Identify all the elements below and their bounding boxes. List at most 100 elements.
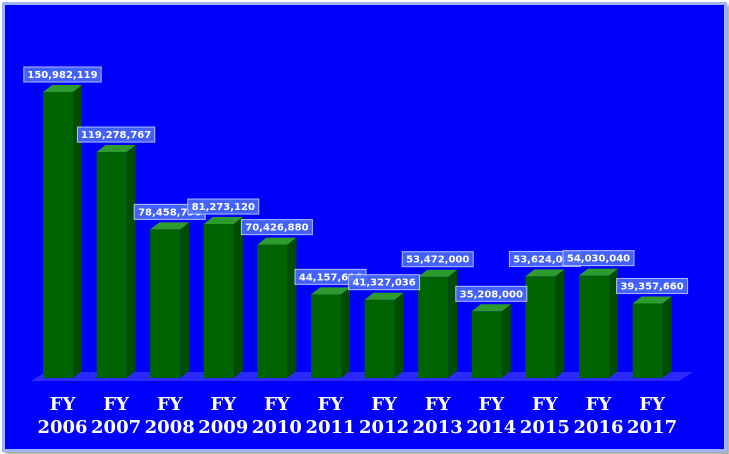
category-label-line1: FY [639, 394, 666, 415]
category-label-line1: FY [532, 394, 559, 415]
category-label-line1: FY [50, 394, 77, 415]
bar-front [257, 244, 288, 378]
bar-side [180, 222, 190, 378]
bar-top [418, 269, 458, 277]
data-label: 35,208,000 [455, 285, 528, 302]
bar-side [448, 269, 458, 378]
category-label-line2: 2016 [573, 417, 623, 438]
bar-front [579, 275, 609, 378]
bar [96, 145, 136, 378]
category-label-line1: FY [264, 394, 291, 415]
category-label: FY 2006 [37, 394, 87, 438]
category-label-line2: 2006 [37, 417, 87, 438]
data-label-box [401, 251, 474, 268]
category-label: FY 2016 [573, 394, 623, 438]
bar-chart: 150,982,119 119,278,767 78,458,79681,273,1… [23, 66, 693, 438]
category-label-line2: 2014 [466, 417, 516, 438]
bars [43, 85, 672, 378]
data-label-box [240, 219, 313, 236]
bar-top [43, 85, 82, 92]
data-label-text: 41,327,036 [352, 278, 415, 289]
bar-side [555, 269, 565, 378]
category-label: FY 2011 [305, 394, 355, 438]
data-label: 119,278,767 [76, 126, 156, 143]
data-label-text: 119,278,767 [81, 130, 151, 141]
bar-side [394, 292, 404, 378]
data-label-box [455, 285, 528, 302]
bar-top [257, 237, 297, 245]
bar-front [632, 303, 663, 378]
data-label-box [187, 198, 260, 215]
data-label-text: 81,273,120 [192, 202, 255, 213]
category-label: FY 2009 [198, 394, 248, 438]
data-label-text: 150,982,119 [27, 70, 97, 81]
data-label-box [616, 277, 689, 294]
bar-top [96, 145, 136, 153]
bar-top [525, 269, 565, 277]
data-label: 54,030,040 [562, 250, 635, 267]
data-label: 41,327,036 [348, 274, 421, 291]
data-label-box [562, 250, 635, 267]
category-label: FY 2008 [145, 394, 195, 438]
bar-front [96, 152, 127, 378]
category-label-line1: FY [318, 394, 345, 415]
bar-top [311, 287, 350, 295]
bar [311, 287, 350, 378]
bar [579, 268, 618, 378]
data-labels: 150,982,119 119,278,767 78,458,79681,273,1… [23, 66, 689, 302]
bar-side [662, 296, 672, 378]
category-label-line2: 2008 [145, 417, 195, 438]
category-label: FY 2014 [466, 394, 516, 438]
category-label-line1: FY [103, 394, 130, 415]
bar-side [126, 145, 136, 378]
bar-front [43, 92, 73, 378]
data-label: 70,426,880 [240, 219, 313, 236]
category-label: FY 2015 [520, 394, 570, 438]
category-label-line2: 2017 [627, 417, 677, 438]
category-label-line2: 2013 [413, 417, 463, 438]
category-label-line1: FY [478, 394, 505, 415]
bar-front [311, 294, 341, 378]
category-label-line2: 2011 [305, 417, 355, 438]
category-label-line1: FY [157, 394, 184, 415]
data-label-box [348, 274, 421, 291]
bar [418, 269, 458, 378]
category-label: FY 2012 [359, 394, 409, 438]
category-label-line1: FY [210, 394, 237, 415]
bar-side [233, 217, 243, 378]
bar-side [501, 304, 511, 378]
category-label-line1: FY [371, 394, 398, 415]
bar-front [471, 311, 502, 378]
category-label-line1: FY [586, 394, 613, 415]
category-label: FY 2010 [252, 394, 302, 438]
category-label: FY 2017 [627, 394, 677, 438]
bar [364, 292, 404, 378]
bar-side [609, 268, 618, 378]
category-label-line1: FY [425, 394, 452, 415]
data-label: 81,273,120 [187, 198, 260, 215]
category-label-line2: 2010 [252, 417, 302, 438]
bar [632, 296, 672, 378]
category-label-line2: 2007 [91, 417, 141, 438]
bar [471, 304, 511, 378]
bar-side [73, 85, 82, 378]
bar [525, 269, 565, 378]
data-label: 53,472,000 [401, 251, 474, 268]
data-label-text: 78,458,796 [138, 207, 201, 218]
data-label-text: 39,357,660 [620, 281, 683, 292]
bar-top [632, 296, 672, 304]
data-label-text: 35,208,000 [460, 289, 523, 300]
category-label: FY 2007 [91, 394, 141, 438]
bar-front [364, 299, 395, 378]
data-label-text: 44,157,616 [299, 272, 362, 283]
category-label: FY 2013 [413, 394, 463, 438]
bar [257, 237, 297, 378]
bar [150, 222, 190, 378]
category-label-line2: 2012 [359, 417, 409, 438]
bar-side [341, 287, 350, 378]
data-label-text: 70,426,880 [245, 223, 308, 234]
bar-top [364, 292, 404, 300]
data-label-box [23, 66, 102, 83]
